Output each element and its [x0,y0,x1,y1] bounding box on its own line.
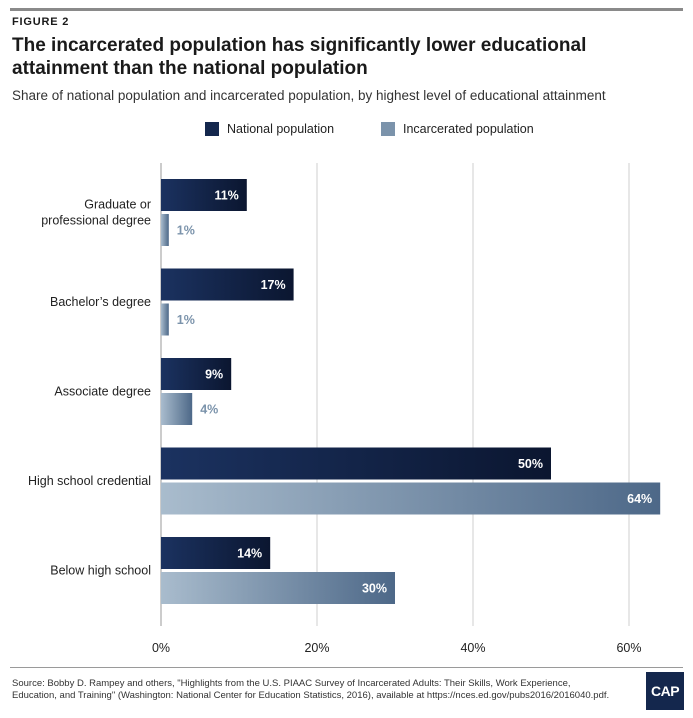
top-rule [10,8,683,11]
data-label: 50% [518,457,543,471]
category-label: professional degree [41,214,151,228]
x-tick-label: 40% [460,641,485,655]
data-label: 17% [261,278,286,292]
data-label: 1% [177,224,195,238]
bar-national [161,358,232,390]
legend: National population Incarcerated populat… [0,122,693,140]
category-label: Associate degree [54,385,151,399]
data-label: 9% [205,368,223,382]
legend-label-incarcerated: Incarcerated population [403,122,534,136]
cap-logo: CAP [646,672,684,710]
bar-incarcerated [161,572,395,604]
data-label: 4% [200,403,218,417]
bar-incarcerated [161,214,169,246]
category-label: High school credential [28,474,151,488]
figure-label: FIGURE 2 [12,16,70,28]
chart-subtitle: Share of national population and incarce… [12,88,606,103]
data-label: 64% [627,492,652,506]
x-tick-label: 60% [616,641,641,655]
legend-swatch-incarcerated [381,122,395,136]
data-label: 30% [362,582,387,596]
data-label: 14% [237,547,262,561]
category-label: Below high school [50,564,151,578]
bar-incarcerated [161,303,169,336]
x-tick-label: 20% [304,641,329,655]
bar-national [161,537,271,569]
category-label: Graduate or [84,198,151,212]
legend-swatch-national [205,122,219,136]
x-tick-label: 0% [152,641,170,655]
data-label: 11% [214,189,238,203]
legend-label-national: National population [227,122,335,136]
category-label: Bachelor’s degree [50,295,151,309]
bar-national [161,447,551,480]
bar-national [161,179,247,211]
legend-item-national: National population [205,122,334,136]
bar-incarcerated [161,482,661,515]
bottom-rule [10,667,683,668]
source-note: Source: Bobby D. Rampey and others, "Hig… [12,678,610,701]
data-label: 1% [177,313,195,327]
chart-title: The incarcerated population has signific… [12,35,587,79]
bar-national [161,268,294,301]
legend-item-incarcerated: Incarcerated population [381,122,534,136]
bar-incarcerated [161,393,193,425]
